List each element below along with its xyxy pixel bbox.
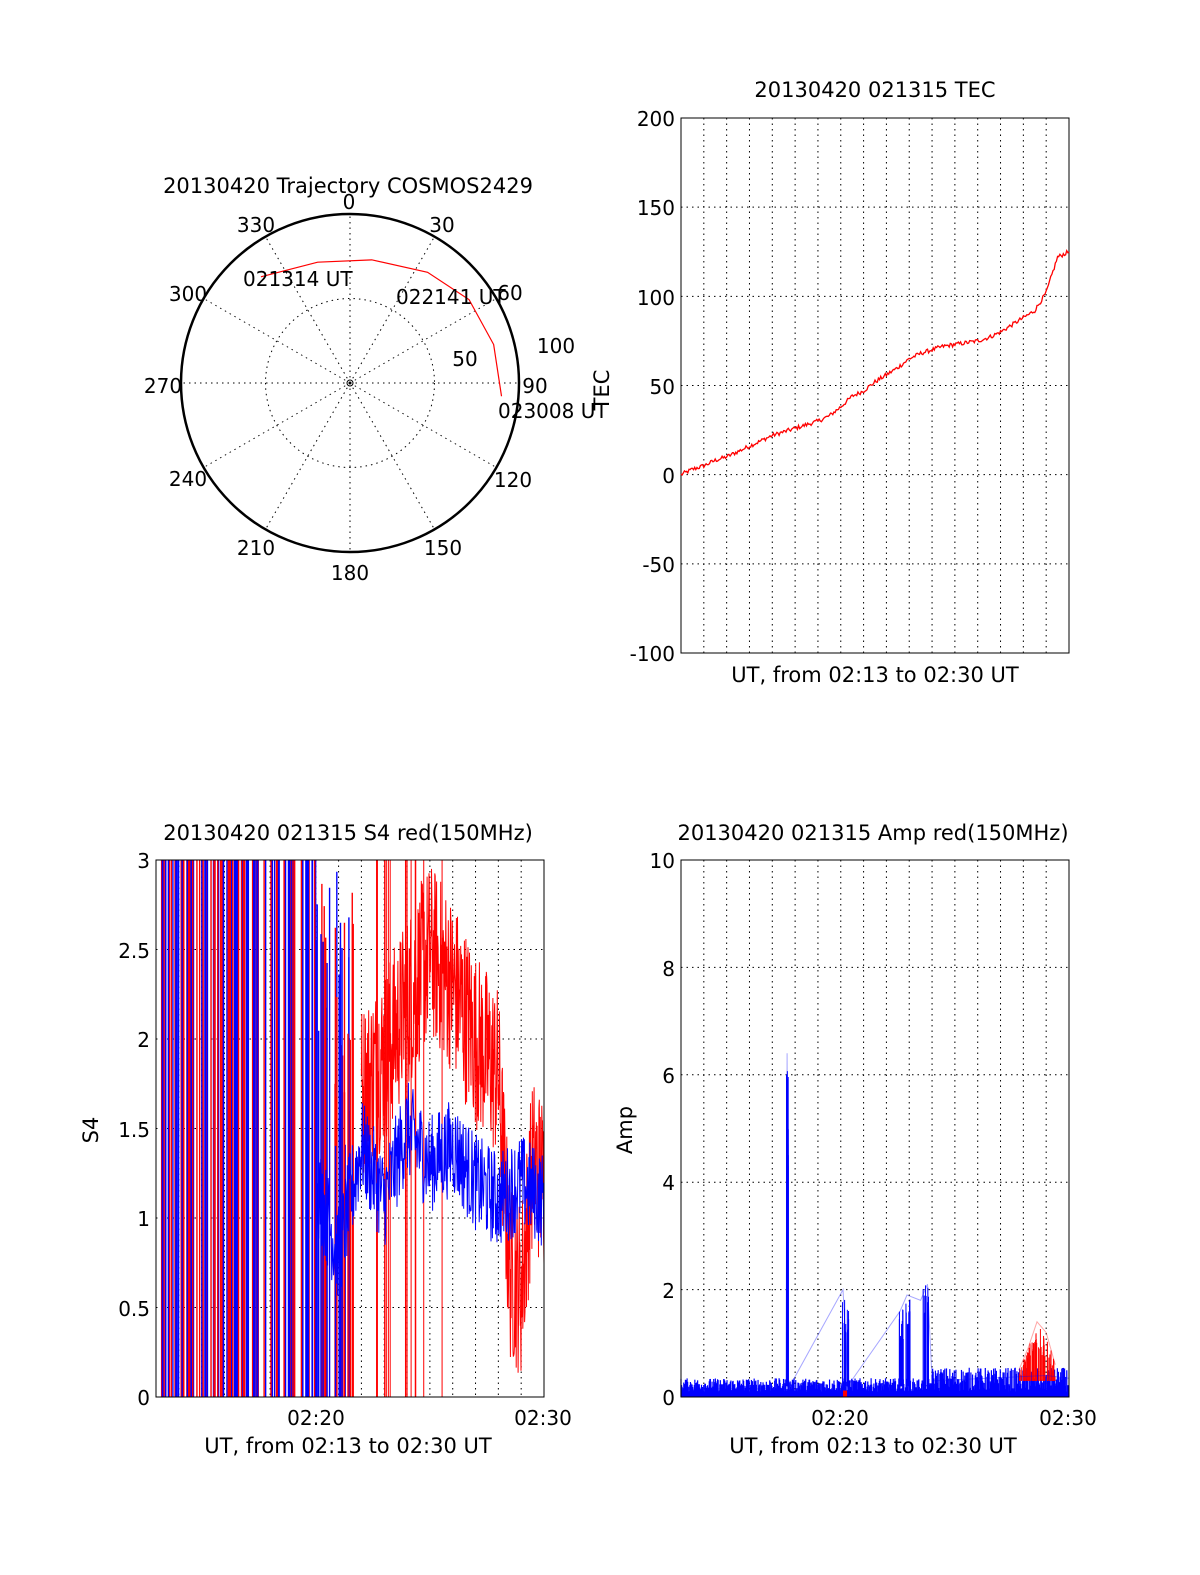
amp-ytick-label: 4	[662, 1171, 675, 1195]
amp-ytick-label: 8	[662, 957, 675, 981]
az-label-210: 210	[237, 536, 275, 560]
s4-title: 20130420 021315 S4 red(150MHz)	[163, 821, 533, 845]
az-label-30: 30	[429, 213, 454, 237]
s4-y-ticks: 3 2.5 2 1.5 1 0.5 0	[118, 849, 150, 1410]
az-label-270: 270	[144, 374, 182, 398]
polar-spoke	[349, 298, 497, 384]
tec-series-line	[680, 249, 1070, 477]
amp-title: 20130420 021315 Amp red(150MHz)	[677, 821, 1068, 845]
track-start-label: 021314 UT	[243, 267, 353, 291]
ring-label-100: 100	[537, 334, 575, 358]
s4-ytick-label: 1.5	[118, 1118, 150, 1142]
az-label-150: 150	[424, 536, 462, 560]
polar-grid	[181, 214, 519, 552]
s4-ylabel: S4	[79, 1117, 103, 1144]
amp-red-series	[1018, 1320, 1056, 1371]
s4-chart: 20130420 021315 S4 red(150MHz) 3 2.5 2 1…	[79, 821, 572, 1458]
amp-blue-series	[681, 1053, 1070, 1391]
amp-plot-frame	[680, 859, 1070, 1398]
trajectory-track	[260, 259, 503, 397]
az-label-0: 0	[343, 190, 356, 214]
tec-grid	[681, 118, 1069, 653]
tec-plot-frame	[680, 117, 1070, 654]
tec-ytick-label: 0	[662, 464, 675, 488]
track-mid-label: 022141 UT	[396, 285, 506, 309]
polar-center-mark	[346, 379, 354, 387]
amp-ylabel: Amp	[613, 1106, 637, 1154]
polar-spoke	[265, 382, 351, 530]
polar-outer-ring	[179, 212, 521, 554]
s4-xlabel: UT, from 02:13 to 02:30 UT	[204, 1434, 492, 1458]
polar-spoke	[349, 382, 497, 468]
tec-xlabel: UT, from 02:13 to 02:30 UT	[731, 663, 1019, 687]
tec-ytick-label: 200	[637, 107, 675, 131]
s4-xtick-label: 02:30	[514, 1406, 572, 1430]
amp-y-ticks: 10 8 6 4 2 0	[650, 849, 675, 1410]
s4-ytick-label: 0	[137, 1386, 150, 1410]
amp-dense-traces	[680, 1071, 1070, 1397]
polar-spoke	[265, 236, 351, 384]
s4-red-series	[360, 868, 545, 1373]
amp-xtick-label: 02:20	[811, 1406, 869, 1430]
amp-ytick-label: 0	[662, 1386, 675, 1410]
polar-chart: 20130420 Trajectory COSMOS2429 0 30 60 9…	[144, 174, 608, 585]
tec-y-ticks: 200 150 100 50 0 -50 -100	[630, 107, 675, 666]
amp-chart: 20130420 021315 Amp red(150MHz) 10 8 6 4…	[613, 821, 1097, 1458]
az-label-300: 300	[169, 282, 207, 306]
tec-title: 20130420 021315 TEC	[754, 78, 995, 102]
polar-inner-ring	[265, 298, 435, 468]
tec-ytick-label: -100	[630, 642, 675, 666]
polar-spoke	[349, 382, 435, 530]
polar-spoke	[203, 382, 351, 468]
az-label-330: 330	[237, 213, 275, 237]
amp-ytick-label: 2	[662, 1279, 675, 1303]
s4-plot-frame	[155, 859, 545, 1398]
polar-spoke	[349, 236, 435, 384]
s4-ytick-label: 0.5	[118, 1297, 150, 1321]
s4-xtick-label: 02:20	[287, 1406, 345, 1430]
polar-azimuth-labels: 0 30 60 90 120 150 180 210 240 270 300 3…	[144, 190, 548, 585]
amp-red-marker	[843, 1390, 848, 1397]
tec-ytick-label: 150	[637, 196, 675, 220]
ring-label-50: 50	[452, 347, 477, 371]
s4-blue-series	[315, 1082, 545, 1296]
s4-ytick-label: 2.5	[118, 939, 150, 963]
az-label-240: 240	[169, 467, 207, 491]
s4-ytick-label: 2	[137, 1028, 150, 1052]
amp-grid	[681, 860, 1069, 1397]
tec-ytick-label: 100	[637, 286, 675, 310]
tec-ytick-label: -50	[642, 553, 675, 577]
az-label-90: 90	[522, 374, 547, 398]
s4-dense-traces	[160, 860, 443, 1397]
amp-ytick-label: 6	[662, 1064, 675, 1088]
amp-ytick-label: 10	[650, 849, 675, 873]
az-label-180: 180	[331, 561, 369, 585]
tec-ytick-label: 50	[650, 375, 675, 399]
track-end-label: 023008 UT	[498, 399, 608, 423]
s4-ytick-label: 3	[137, 849, 150, 873]
amp-xlabel: UT, from 02:13 to 02:30 UT	[729, 1434, 1017, 1458]
amp-xtick-label: 02:30	[1039, 1406, 1097, 1430]
az-label-60: 60	[497, 281, 522, 305]
polar-spoke	[203, 298, 351, 384]
s4-ytick-label: 1	[137, 1207, 150, 1231]
tec-chart: 20130420 021315 TEC 200 150 100 50 0 -50…	[590, 78, 1070, 687]
az-label-120: 120	[494, 468, 532, 492]
polar-title: 20130420 Trajectory COSMOS2429	[163, 174, 533, 198]
tec-ylabel: TEC	[590, 370, 614, 412]
